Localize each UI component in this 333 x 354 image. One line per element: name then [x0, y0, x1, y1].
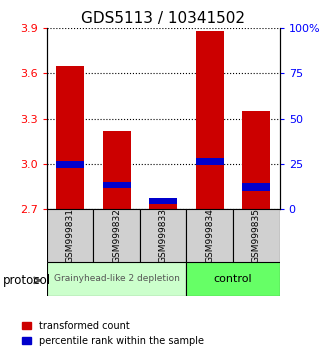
- Bar: [56, 161, 84, 168]
- Text: control: control: [214, 274, 252, 284]
- Bar: [242, 111, 270, 209]
- Bar: [196, 32, 224, 209]
- Title: GDS5113 / 10341502: GDS5113 / 10341502: [81, 11, 245, 26]
- Text: GSM999831: GSM999831: [65, 208, 75, 263]
- Legend: transformed count, percentile rank within the sample: transformed count, percentile rank withi…: [22, 321, 204, 346]
- Bar: [103, 131, 131, 209]
- Bar: [47, 262, 186, 296]
- Bar: [242, 183, 270, 191]
- Bar: [186, 209, 233, 262]
- Bar: [140, 209, 186, 262]
- Text: GSM999834: GSM999834: [205, 208, 214, 263]
- Text: protocol: protocol: [3, 274, 52, 287]
- Bar: [186, 262, 280, 296]
- Text: Grainyhead-like 2 depletion: Grainyhead-like 2 depletion: [54, 274, 179, 283]
- Text: GSM999833: GSM999833: [159, 208, 168, 263]
- Text: GSM999835: GSM999835: [252, 208, 261, 263]
- Bar: [149, 198, 177, 209]
- Bar: [149, 198, 177, 204]
- Text: GSM999832: GSM999832: [112, 208, 121, 263]
- Bar: [233, 209, 280, 262]
- Bar: [47, 209, 93, 262]
- Bar: [196, 158, 224, 165]
- Bar: [103, 182, 131, 188]
- Bar: [93, 209, 140, 262]
- Bar: [56, 66, 84, 209]
